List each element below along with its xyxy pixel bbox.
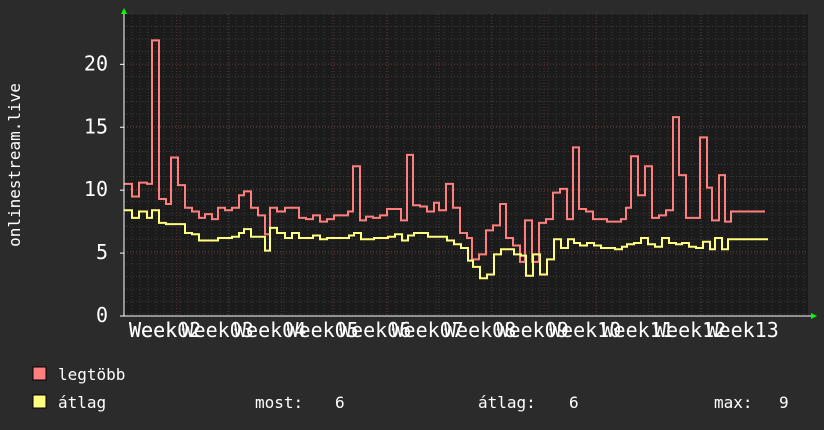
legend-label-atlag: átlag (58, 393, 106, 412)
stats: most: 6 átlag: 6 max: 9 (255, 393, 789, 412)
stat-most-value: 6 (335, 393, 345, 412)
legend: legtöbb átlag (32, 365, 125, 412)
stat-atlag-label: átlag: (478, 393, 536, 412)
plot-background (124, 14, 808, 316)
axis-layer (120, 8, 817, 319)
y-tick-label: 15 (84, 114, 108, 138)
legend-swatch-legtobb (32, 366, 47, 381)
y-tick-label: 5 (96, 240, 108, 264)
label-layer: 05101520WeekWeek02Week03Week04Week05Week… (84, 51, 779, 342)
plot-area (123, 13, 808, 317)
x-tick-label: Week (129, 318, 177, 342)
stat-most-label: most: (255, 393, 303, 412)
x-tick-label: Week04 (234, 318, 306, 342)
y-tick-label: 10 (84, 177, 108, 201)
x-tick-label: Week06 (339, 318, 411, 342)
series-line-atlag (124, 209, 768, 280)
stat-max-label: max: (714, 393, 753, 412)
legend-label-legtobb: legtöbb (58, 365, 125, 384)
x-tick-label: Week13 (707, 318, 779, 342)
y-axis-title: onlinestream.live (5, 83, 24, 247)
legend-swatch-atlag (32, 394, 47, 409)
x-tick-label: Week10 (549, 318, 621, 342)
x-axis-arrow-icon (811, 313, 817, 319)
y-tick-label: 20 (84, 51, 108, 75)
stat-max-value: 9 (779, 393, 789, 412)
x-tick-label: Week05 (287, 318, 359, 342)
y-axis-arrow-icon (121, 8, 127, 14)
x-tick-label: Week02 (129, 318, 201, 342)
series-layer (124, 39, 768, 280)
x-tick-label: Week08 (444, 318, 516, 342)
x-tick-label: Week12 (654, 318, 726, 342)
y-tick-label: 0 (96, 303, 108, 327)
x-tick-label: Week07 (392, 318, 464, 342)
x-tick-label: Week09 (497, 318, 569, 342)
stat-atlag-value: 6 (569, 393, 579, 412)
x-tick-label: Week11 (602, 318, 674, 342)
series-line-legtobb (124, 39, 765, 263)
x-tick-label: Week03 (182, 318, 254, 342)
